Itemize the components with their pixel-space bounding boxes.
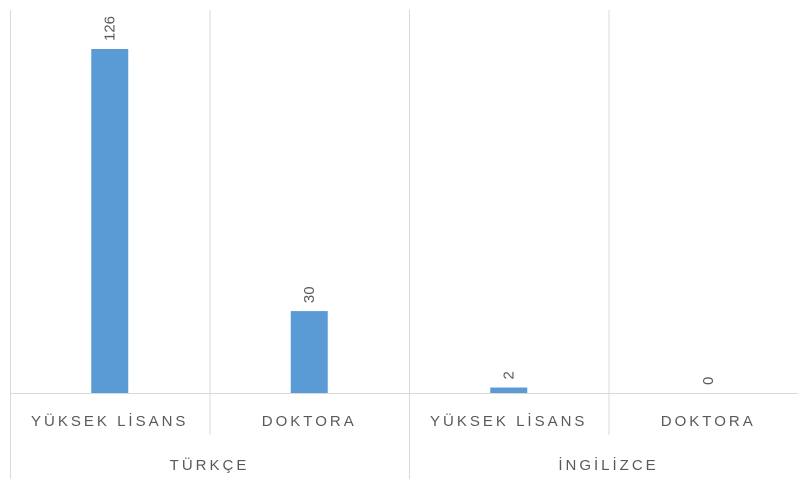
bar	[91, 49, 129, 393]
bar	[290, 311, 328, 393]
bar	[490, 387, 528, 393]
value-label: 30	[301, 286, 318, 303]
group-label: TÜRKÇE	[170, 456, 250, 474]
value-label: 0	[700, 377, 717, 385]
x-tick-label: DOKTORA	[661, 413, 756, 430]
value-label: 126	[102, 16, 119, 41]
group-label: İNGİLİZCE	[558, 456, 658, 474]
x-tick-label: YÜKSEK LİSANS	[31, 412, 188, 430]
value-label: 2	[501, 371, 518, 379]
x-tick-label: DOKTORA	[262, 413, 357, 430]
x-tick-label: YÜKSEK LİSANS	[430, 412, 587, 430]
